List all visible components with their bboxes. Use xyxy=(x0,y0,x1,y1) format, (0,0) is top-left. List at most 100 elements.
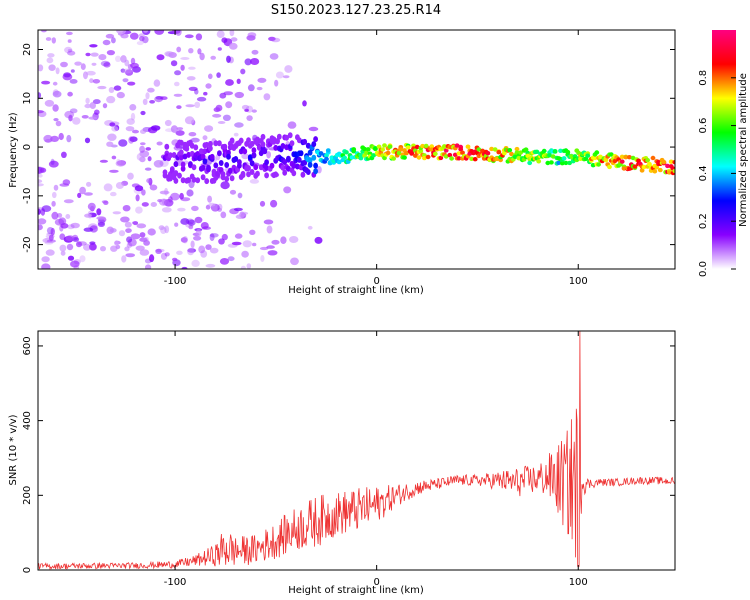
spectrogram-cell xyxy=(112,211,122,215)
spectrogram-cell xyxy=(255,170,260,177)
spectrogram-cell xyxy=(492,147,498,152)
colorbar-tick-label: 0.8 xyxy=(698,70,709,86)
spectrogram-cell xyxy=(168,152,173,159)
spectrogram-cell xyxy=(160,252,168,260)
spectrogram-cell xyxy=(541,148,547,154)
spectrogram-cell xyxy=(260,141,266,148)
snr-frame xyxy=(37,330,676,571)
spectrogram-cell xyxy=(512,154,518,159)
spectrogram-cell xyxy=(240,170,246,177)
spectrogram-cell xyxy=(172,257,178,262)
spectrogram-cell xyxy=(79,186,86,195)
spectrogram-cell xyxy=(145,92,150,100)
spectrogram-cell xyxy=(105,33,115,39)
spectrogram-cell xyxy=(632,164,638,169)
spectrogram-cell xyxy=(156,54,165,61)
spectrogram-cell xyxy=(52,90,62,98)
spectrogram-cell xyxy=(122,68,132,74)
spectrogram-cell xyxy=(144,258,152,264)
spectrogram-cell xyxy=(38,174,43,178)
spectrogram-cell xyxy=(178,149,184,156)
spectrogram-cell xyxy=(120,216,130,223)
spectrogram-cell xyxy=(103,200,109,205)
spectrogram-cell xyxy=(141,189,146,196)
spectrogram-cell xyxy=(143,30,149,33)
spectrogram-cell xyxy=(88,116,98,120)
spectrogram-cell xyxy=(233,156,239,162)
spectrogram-cell xyxy=(65,214,71,219)
spectrogram-cell xyxy=(85,52,91,57)
spectrogram-cell xyxy=(284,134,289,141)
spectrogram-cell xyxy=(157,199,163,203)
spectrogram-cell xyxy=(274,79,279,87)
spectrogram-cell xyxy=(189,142,195,149)
spectrogram-cell xyxy=(164,119,172,127)
snr-x-tick-label: -100 xyxy=(164,577,187,588)
spectrogram-cell xyxy=(229,42,238,50)
spectrogram-cell xyxy=(205,244,212,251)
spectrogram-cell xyxy=(229,175,235,182)
spectrogram-x-tick-label: 100 xyxy=(569,276,588,287)
spectrogram-cell xyxy=(130,57,136,65)
spectrogram-cell xyxy=(90,52,99,57)
spectrogram-cell xyxy=(89,44,98,48)
spectrogram-cell xyxy=(97,221,105,227)
spectrogram-cell xyxy=(149,184,158,191)
spectrogram-cell xyxy=(260,133,266,140)
spectrogram-cell xyxy=(139,237,148,242)
spectrogram-cell xyxy=(240,68,246,75)
spectrogram-cell xyxy=(113,85,122,91)
spectrogram-cell xyxy=(136,223,147,229)
spectrogram-cell xyxy=(176,105,182,109)
spectrogram-cell xyxy=(253,164,259,171)
spectrogram-y-tick-label: -20 xyxy=(22,236,33,252)
spectrogram-cell xyxy=(160,226,167,234)
spectrogram-cell xyxy=(136,41,144,46)
spectrogram-cell xyxy=(190,240,195,249)
spectrogram-cell xyxy=(307,225,313,230)
spectrogram-cell xyxy=(249,229,256,235)
spectrogram-cell xyxy=(456,151,462,156)
spectrogram-cell xyxy=(155,248,162,254)
spectrogram-cell xyxy=(131,221,138,225)
spectrogram-cell xyxy=(202,158,208,165)
spectrogram-cell xyxy=(198,148,204,155)
snr-x-tick-label: 0 xyxy=(373,577,379,588)
spectrogram-cell xyxy=(342,155,347,160)
spectrogram-cell xyxy=(454,143,460,148)
spectrogram-cell xyxy=(120,68,126,73)
spectrogram-cell xyxy=(420,143,425,149)
spectrogram-cell xyxy=(567,160,572,166)
colorbar-gradient xyxy=(712,30,736,269)
spectrogram-cell xyxy=(174,81,180,87)
spectrogram-cell xyxy=(177,172,182,179)
spectrogram-cell xyxy=(116,158,121,166)
spectrogram-cell xyxy=(501,151,507,156)
spectrogram-cell xyxy=(144,167,152,171)
spectrogram-cell xyxy=(639,168,645,173)
spectrogram-cell xyxy=(623,155,629,160)
spectrogram-cell xyxy=(38,92,42,99)
spectrogram-cell xyxy=(432,151,438,156)
spectrogram-cell xyxy=(179,192,184,200)
spectrogram-cell xyxy=(416,155,422,160)
spectrogram-cell xyxy=(224,176,230,182)
spectrogram-cell xyxy=(233,207,243,212)
spectrogram-cell xyxy=(213,140,219,147)
spectrogram-cell xyxy=(251,147,257,154)
spectrogram-cell xyxy=(51,211,59,220)
spectrogram-cell xyxy=(142,98,148,106)
spectrogram-cell xyxy=(246,263,252,269)
spectrogram-cell xyxy=(55,120,62,127)
spectrogram-cell xyxy=(114,240,119,246)
spectrogram-x-tick-label: 0 xyxy=(373,276,379,287)
spectrogram-cell xyxy=(469,156,474,161)
spectrogram-cell xyxy=(269,53,279,60)
spectrogram-cell xyxy=(284,144,289,151)
spectrogram-cell xyxy=(125,69,134,76)
spectrogram-cell xyxy=(402,155,407,160)
spectrogram-y-label: Frequency (Hz) xyxy=(8,112,19,188)
spectrogram-cell xyxy=(52,191,57,199)
spectrogram-cell xyxy=(222,143,228,150)
